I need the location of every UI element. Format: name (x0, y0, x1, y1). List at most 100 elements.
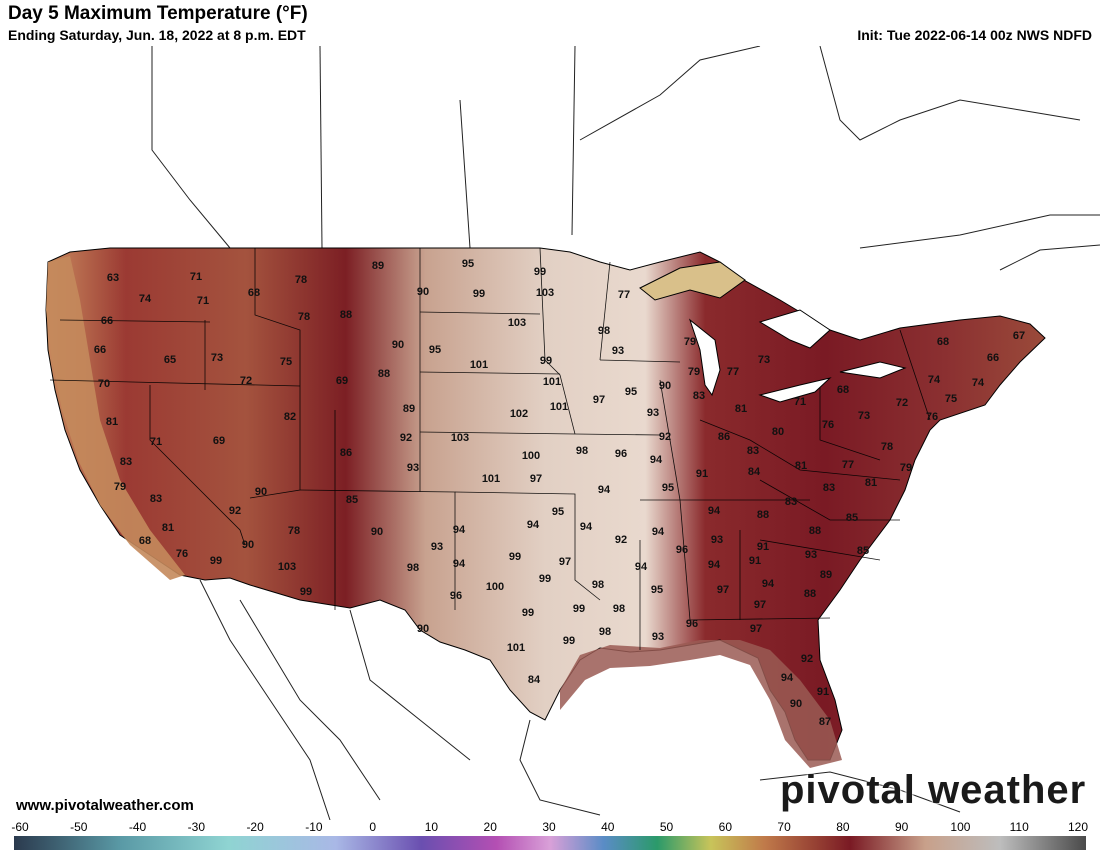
temperature-label: 71 (794, 396, 806, 408)
temperature-label: 85 (346, 494, 358, 506)
temperature-label: 77 (727, 366, 739, 378)
temperature-label: 99 (509, 551, 521, 563)
temperature-label: 66 (94, 344, 106, 356)
temperature-label: 91 (817, 686, 829, 698)
temperature-label: 97 (559, 556, 571, 568)
temperature-label: 97 (530, 473, 542, 485)
temperature-label: 81 (735, 403, 747, 415)
temperature-label: 98 (576, 445, 588, 457)
temperature-label: 89 (372, 260, 384, 272)
website-url[interactable]: www.pivotalweather.com (16, 797, 194, 814)
temperature-label: 72 (896, 397, 908, 409)
temperature-label: 99 (539, 573, 551, 585)
temperature-label: 88 (378, 368, 390, 380)
temperature-label: 99 (300, 586, 312, 598)
temperature-label: 95 (625, 386, 637, 398)
temperature-label: 68 (139, 535, 151, 547)
temperature-label: 99 (522, 607, 534, 619)
temperature-label: 93 (612, 345, 624, 357)
temperature-label: 87 (819, 716, 831, 728)
colorbar-tick: 110 (1009, 820, 1029, 834)
temperature-label: 77 (842, 459, 854, 471)
header: Day 5 Maximum Temperature (°F) Ending Sa… (0, 0, 1100, 46)
temperature-label: 96 (676, 544, 688, 556)
temperature-label: 68 (248, 287, 260, 299)
temperature-label: 93 (431, 541, 443, 553)
state-borders (49, 247, 931, 650)
temperature-label: 99 (473, 288, 485, 300)
colorbar-tick: -40 (128, 820, 147, 834)
temperature-label: 86 (340, 447, 352, 459)
temperature-label: 94 (527, 519, 540, 531)
temperature-label: 99 (573, 603, 585, 615)
temperature-label: 93 (711, 534, 723, 546)
colorbar-tick: 10 (424, 820, 439, 834)
temperature-label: 86 (718, 431, 730, 443)
temperature-label: 97 (717, 584, 729, 596)
temperature-label: 83 (693, 390, 705, 402)
temperature-label: 103 (536, 287, 554, 299)
temperature-label: 63 (107, 272, 119, 284)
temperature-label: 66 (101, 315, 113, 327)
temperature-label: 96 (450, 590, 462, 602)
temperature-label: 97 (593, 394, 605, 406)
temperature-label: 83 (747, 445, 759, 457)
temperature-label: 70 (98, 378, 110, 390)
temperature-label: 94 (453, 558, 466, 570)
temperature-label: 94 (652, 526, 665, 538)
temperature-label: 83 (120, 456, 132, 468)
temperature-label: 94 (708, 505, 721, 517)
temperature-label: 95 (552, 506, 564, 518)
colorbar-tick: 50 (659, 820, 674, 834)
temperature-label: 90 (392, 339, 404, 351)
temperature-label: 73 (211, 352, 223, 364)
colorbar-tick: -30 (187, 820, 205, 834)
temperature-label: 81 (795, 460, 807, 472)
temperature-label: 82 (284, 411, 296, 423)
temperature-label: 77 (618, 289, 630, 301)
colorbar-tick: -10 (305, 820, 323, 834)
temperature-label: 92 (615, 534, 627, 546)
temperature-label: 74 (928, 374, 941, 386)
temperature-label: 93 (652, 631, 664, 643)
temperature-label: 74 (972, 377, 985, 389)
temperature-label: 81 (162, 522, 174, 534)
temperature-label: 79 (900, 462, 912, 474)
temperature-label: 91 (696, 468, 708, 480)
temperature-label: 79 (114, 481, 126, 493)
temperature-label: 101 (550, 401, 568, 413)
temperature-label: 90 (417, 623, 429, 635)
temperature-label: 96 (615, 448, 627, 460)
temperature-label: 84 (528, 674, 541, 686)
temperature-label: 101 (507, 642, 525, 654)
temperature-label: 93 (647, 407, 659, 419)
mexico-outlines (199, 579, 961, 820)
temperature-label: 101 (482, 473, 500, 485)
temperature-label: 90 (255, 486, 267, 498)
temperature-label: 99 (210, 555, 222, 567)
temperature-label: 68 (937, 336, 949, 348)
brand-logo: pivotal weather (780, 768, 1087, 812)
temperature-label: 94 (598, 484, 611, 496)
temperature-label: 101 (543, 376, 561, 388)
map-subtitle: Ending Saturday, Jun. 18, 2022 at 8 p.m.… (8, 27, 306, 43)
temperature-label: 71 (190, 271, 202, 283)
temperature-label: 79 (688, 366, 700, 378)
temperature-label: 91 (757, 541, 769, 553)
temperature-label: 75 (945, 393, 957, 405)
temperature-label: 90 (417, 286, 429, 298)
temperature-label: 84 (748, 466, 761, 478)
init-time: Init: Tue 2022-06-14 00z NWS NDFD (857, 27, 1092, 43)
temperature-label: 103 (278, 561, 296, 573)
temperature-label: 78 (881, 441, 893, 453)
colorbar-tick: 90 (894, 820, 909, 834)
temperature-label: 92 (400, 432, 412, 444)
temperature-label: 91 (749, 555, 761, 567)
temperature-label: 68 (837, 384, 849, 396)
temperature-label: 99 (540, 355, 552, 367)
temperature-label: 73 (858, 410, 870, 422)
temperature-label: 90 (242, 539, 254, 551)
temperature-label: 83 (150, 493, 162, 505)
temperature-label: 65 (164, 354, 176, 366)
temperature-label: 90 (659, 380, 671, 392)
